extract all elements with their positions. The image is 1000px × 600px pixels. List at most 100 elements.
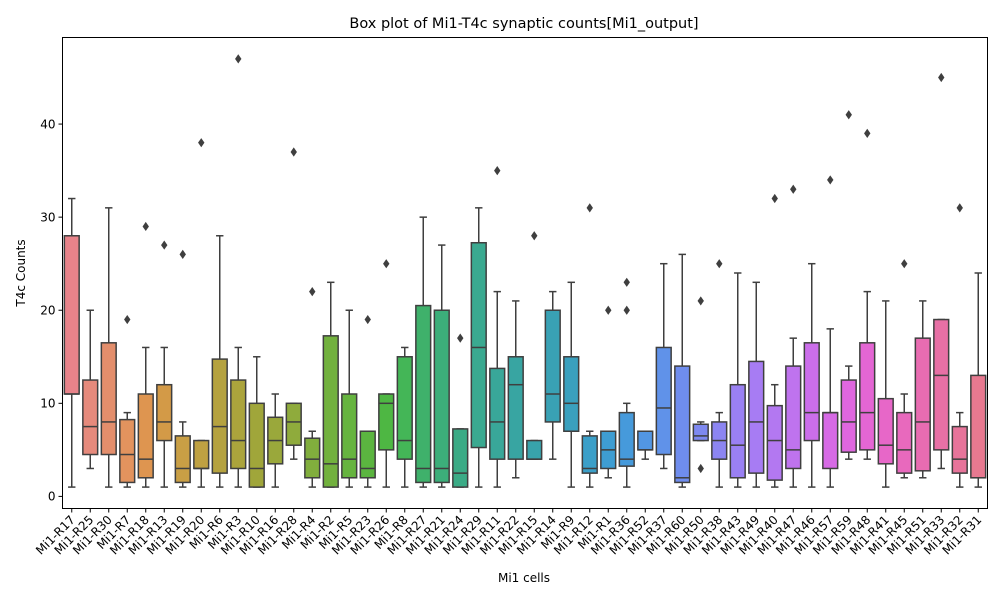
box-Mi1-R13 [156, 240, 173, 488]
outlier-point [771, 193, 778, 204]
x-axis-label: Mi1 cells [498, 571, 550, 585]
box-iqr [304, 437, 321, 479]
box-iqr [452, 428, 469, 488]
box-iqr [970, 374, 987, 479]
box-iqr [119, 418, 136, 484]
outlier-point [531, 231, 538, 241]
outlier-point [457, 333, 464, 343]
box-Mi1-R14 [544, 290, 561, 460]
box-Mi1-R8 [396, 346, 413, 488]
outlier-point [161, 240, 168, 250]
box-Mi1-R19 [174, 249, 191, 488]
box-Mi1-R50 [692, 296, 709, 474]
box-iqr [618, 411, 635, 467]
outlier-point [623, 305, 630, 315]
outlier-point [364, 314, 371, 325]
box-Mi1-R9 [563, 281, 580, 488]
box-Mi1-R10 [248, 356, 265, 488]
box-iqr [581, 435, 598, 474]
outlier-point [697, 296, 704, 306]
box-iqr [896, 411, 913, 474]
box-iqr [914, 337, 931, 472]
box-Mi1-R40 [766, 193, 783, 488]
box-iqr [248, 402, 265, 488]
box-Mi1-R24 [452, 333, 469, 488]
y-tick-label: 30 [40, 210, 55, 224]
box-Mi1-R51 [914, 300, 931, 479]
box-Mi1-R49 [748, 281, 765, 488]
box-Mi1-R57 [822, 175, 839, 488]
box-Mi1-R3 [230, 54, 247, 488]
outlier-point [179, 249, 186, 259]
box-Mi1-R7 [119, 314, 136, 488]
box-iqr [692, 423, 709, 442]
box-Mi1-R33 [933, 72, 950, 470]
box-iqr [933, 318, 950, 451]
box-iqr [822, 411, 839, 470]
box-iqr [433, 309, 450, 484]
box-iqr [526, 439, 543, 460]
box-Mi1-R11 [489, 166, 506, 488]
box-iqr [63, 235, 80, 395]
box-iqr [470, 241, 487, 449]
outlier-point [494, 166, 501, 176]
box-iqr [544, 309, 561, 423]
box-Mi1-R5 [341, 309, 358, 488]
outlier-point [956, 203, 963, 213]
outlier-point [124, 314, 131, 325]
outlier-point [235, 54, 242, 64]
box-Mi1-R60 [674, 253, 691, 488]
outlier-point [623, 277, 630, 287]
box-Mi1-R2 [322, 281, 339, 488]
box-Mi1-R36 [618, 277, 635, 488]
box-iqr [322, 335, 339, 488]
box-Mi1-R29 [470, 207, 487, 488]
box-iqr [415, 304, 432, 484]
outlier-point [845, 110, 852, 120]
outlier-point [716, 259, 723, 269]
x-axis: Mi1-R17Mi1-R25Mi1-R30Mi1-R7Mi1-R18Mi1-R1… [33, 508, 984, 557]
box-iqr [637, 430, 654, 451]
box-Mi1-R27 [415, 216, 432, 488]
outlier-point [938, 72, 945, 83]
box-iqr [951, 425, 968, 474]
box-iqr [193, 439, 210, 470]
outlier-point [901, 259, 908, 269]
box-Mi1-R41 [877, 300, 894, 488]
box-iqr [729, 383, 746, 479]
box-Mi1-R46 [803, 262, 820, 488]
plot-frame [62, 37, 988, 509]
box-iqr [396, 356, 413, 460]
y-tick-label: 0 [48, 490, 56, 504]
outlier-point [605, 305, 612, 315]
box-iqr [230, 379, 247, 470]
box-iqr [156, 383, 173, 442]
box-iqr [489, 367, 506, 460]
box-Mi1-R4 [304, 287, 321, 488]
box-iqr [766, 404, 783, 481]
box-Mi1-R17 [63, 197, 80, 488]
box-Mi1-R38 [711, 259, 728, 488]
box-Mi1-R59 [840, 110, 857, 460]
box-Mi1-R23 [359, 314, 376, 488]
box-iqr [507, 356, 524, 460]
y-axis-label: T4c Counts [14, 239, 28, 307]
box-iqr [285, 402, 302, 446]
outlier-point [827, 175, 834, 185]
box-Mi1-R48 [859, 128, 876, 460]
box-iqr [359, 430, 376, 479]
box-iqr [174, 435, 191, 484]
box-iqr [563, 356, 580, 432]
y-tick-label: 10 [40, 397, 55, 411]
box-iqr [82, 379, 99, 456]
box-iqr [840, 379, 857, 453]
box-Mi1-R52 [637, 430, 654, 460]
box-iqr [137, 393, 154, 479]
box-Mi1-R26 [378, 259, 395, 488]
box-iqr [378, 393, 395, 451]
box-Mi1-R43 [729, 272, 746, 488]
box-Mi1-R18 [137, 221, 154, 488]
box-iqr [655, 346, 672, 456]
box-iqr [100, 342, 117, 456]
